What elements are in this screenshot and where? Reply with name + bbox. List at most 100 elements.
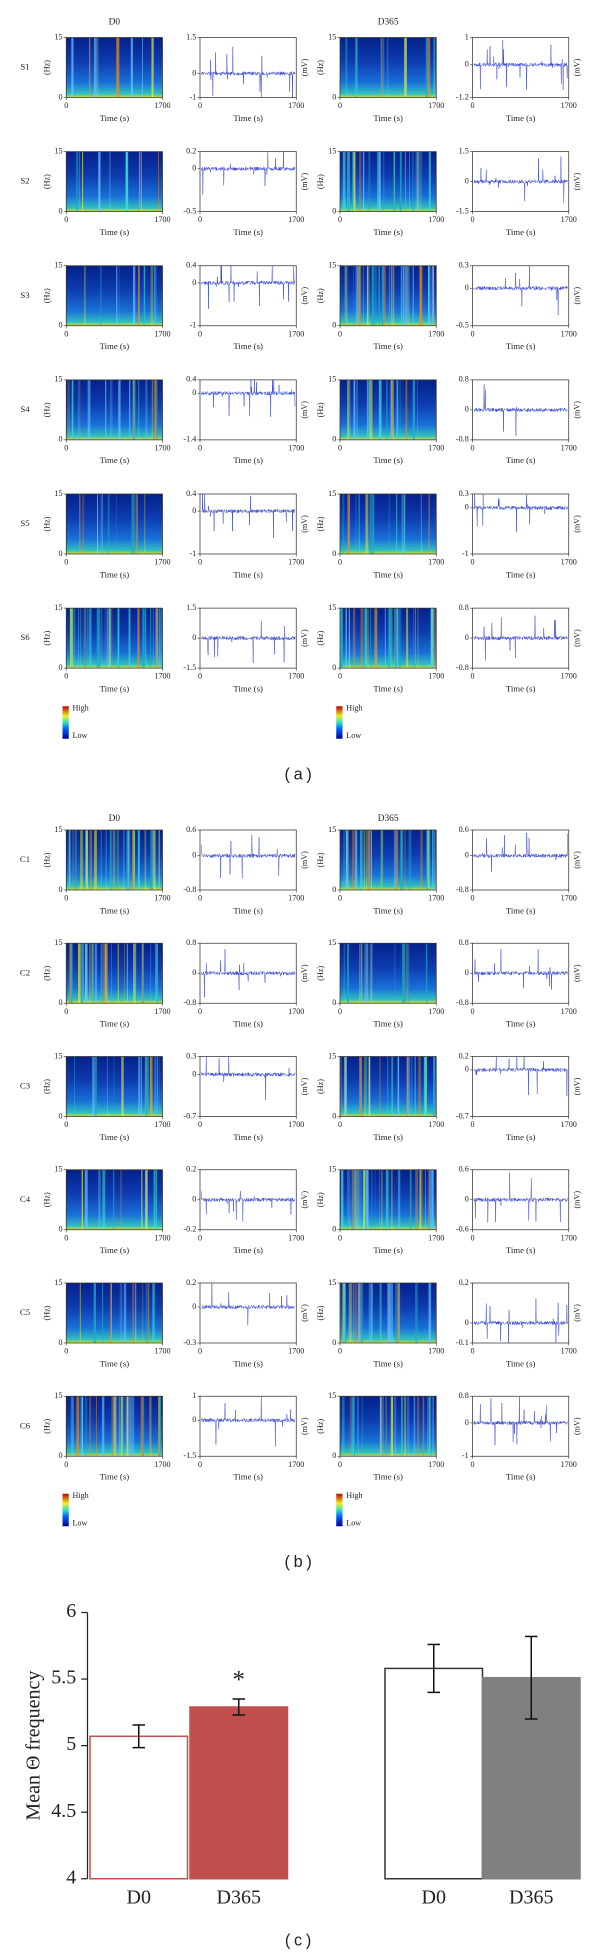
spectrogram-stripe xyxy=(141,943,144,1004)
spectrogram-stripe xyxy=(415,1283,418,1343)
spectrogram-stripe xyxy=(145,1056,148,1117)
spectrogram-stripe xyxy=(118,379,121,440)
x-tick-label: 1700 xyxy=(288,1233,304,1242)
y-tick-label: -0.7 xyxy=(456,1111,469,1120)
spectrogram-stripe xyxy=(340,1283,342,1343)
x-axis-label: Time (s) xyxy=(506,227,536,237)
x-tick-label: 1700 xyxy=(288,672,304,681)
spectrogram-stripe xyxy=(117,608,119,669)
plot-frame xyxy=(65,265,163,327)
spectrogram-stripe xyxy=(118,830,119,890)
spectrogram-stripe xyxy=(138,265,140,326)
spectrogram-stripe xyxy=(143,494,146,554)
spectrogram-image xyxy=(340,379,437,440)
spectrogram-stripe xyxy=(120,1396,123,1457)
spectrogram-stripe xyxy=(76,1396,80,1457)
y-tick-label: 4.5 xyxy=(51,1800,76,1822)
y-tick-label: 15 xyxy=(54,1278,62,1287)
spectrogram-stripe xyxy=(100,830,102,890)
y-tick-label: -0.8 xyxy=(456,435,469,444)
spectrogram-stripe xyxy=(156,943,158,1004)
y-tick-label: 15 xyxy=(328,32,336,41)
spectrogram-stripe xyxy=(109,830,112,890)
panel-label: (a) xyxy=(284,765,315,783)
x-tick-label: 0 xyxy=(198,101,202,110)
x-axis-label: Time (s) xyxy=(373,341,403,351)
spectrogram-stripe xyxy=(145,379,148,440)
spectrogram-stripe xyxy=(387,608,391,669)
y-tick-label: 0 xyxy=(332,206,336,215)
spectrogram-stripe xyxy=(137,608,140,669)
spectrogram xyxy=(339,1056,437,1117)
spectrogram-stripe xyxy=(364,943,366,1004)
spectrogram-stripe xyxy=(121,1396,124,1457)
y-tick-label: 15 xyxy=(54,1391,62,1400)
colorbar-label: Low xyxy=(346,731,361,740)
plot-frame xyxy=(65,1395,163,1457)
spectrogram-stripe xyxy=(404,1396,406,1457)
x-tick-label: 0 xyxy=(338,1347,342,1356)
spectrogram-stripe xyxy=(431,1169,434,1230)
spectrogram-stripe xyxy=(84,1396,88,1457)
spectrogram xyxy=(339,493,437,555)
spectrogram-stripe xyxy=(115,494,117,554)
spectrogram-stripe xyxy=(429,1396,431,1457)
y-tick-label: 15 xyxy=(328,489,336,498)
spectrogram-stripe xyxy=(380,1396,383,1457)
x-axis-label: Time (s) xyxy=(233,905,263,915)
spectrogram-stripe xyxy=(92,1056,95,1117)
y-tick-label: 0 xyxy=(332,549,336,558)
x-tick-label: 1700 xyxy=(428,894,444,903)
spectrogram-stripe xyxy=(108,608,111,669)
spectrogram-stripe xyxy=(91,943,94,1004)
spectrogram-stripe xyxy=(402,265,405,326)
spectrogram-stripe xyxy=(132,265,135,326)
y-axis-label: (mV) xyxy=(300,1417,309,1435)
spectrogram xyxy=(339,379,437,441)
spectrogram-stripe xyxy=(419,265,423,326)
spectrogram-stripe xyxy=(78,151,81,212)
spectrogram-stripe xyxy=(342,1283,346,1343)
spectrogram-stripe xyxy=(414,608,416,669)
x-tick-label: 1700 xyxy=(561,558,577,567)
spectrogram-stripe xyxy=(413,1396,416,1457)
y-tick-label: 0 xyxy=(465,283,469,292)
x-axis-label: Time (s) xyxy=(100,1358,130,1368)
x-tick-label: 0 xyxy=(64,329,68,338)
y-axis-label: (mV) xyxy=(300,287,309,305)
spectrogram-stripe xyxy=(101,943,103,1004)
spectrogram-stripe xyxy=(347,151,350,212)
spectrogram-stripe xyxy=(141,1169,143,1230)
spectrogram-stripe xyxy=(80,830,83,890)
spectrogram-stripe xyxy=(399,1169,401,1230)
spectrogram-stripe xyxy=(341,1169,344,1230)
y-tick-label: 15 xyxy=(54,825,62,834)
spectrogram-stripe xyxy=(401,494,403,554)
x-tick-label: 0 xyxy=(198,329,202,338)
spectrogram-stripe xyxy=(366,830,368,890)
spectrogram-stripe xyxy=(116,265,118,326)
spectrogram-stripe xyxy=(394,608,396,669)
y-tick-label: 1 xyxy=(465,32,469,41)
x-tick-label: 0 xyxy=(198,1233,202,1242)
spectrogram-stripe xyxy=(142,1396,145,1457)
spectrogram-stripe xyxy=(78,608,79,669)
spectrogram-stripe xyxy=(149,1056,152,1117)
spectrogram-stripe xyxy=(408,943,410,1004)
spectrogram-stripe xyxy=(374,608,378,669)
y-axis-label: (Hz) xyxy=(42,966,51,981)
spectrogram-stripe xyxy=(369,830,372,890)
spectrogram-stripe xyxy=(384,608,386,669)
spectrogram-stripe xyxy=(356,37,358,98)
y-tick-label: 15 xyxy=(328,1391,336,1400)
colorbar-label: High xyxy=(346,1491,362,1500)
spectrogram-stripe xyxy=(356,379,358,440)
spectrogram-stripe xyxy=(114,1396,116,1457)
x-tick-label: 1700 xyxy=(428,329,444,338)
spectrogram-stripe xyxy=(394,943,396,1004)
x-tick-label: 0 xyxy=(338,1460,342,1469)
panel-label: (c) xyxy=(285,1932,315,1950)
spectrogram-stripe xyxy=(71,379,74,440)
x-axis-label: Time (s) xyxy=(373,455,403,465)
spectrogram-stripe xyxy=(145,1169,148,1230)
